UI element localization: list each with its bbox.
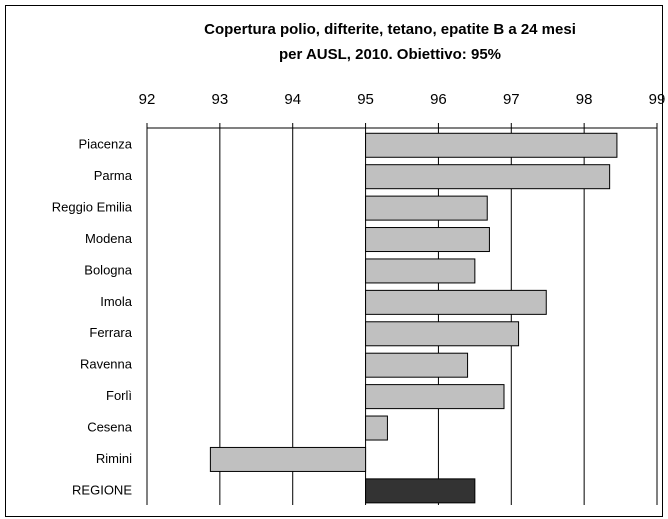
x-tick-label: 92 <box>139 91 156 108</box>
y-tick-label: Piacenza <box>79 137 133 152</box>
y-tick-label: Forlì <box>106 388 132 403</box>
chart-title: per AUSL, 2010. Obiettivo: 95% <box>279 46 501 63</box>
bar <box>365 195 488 221</box>
bar <box>209 446 367 472</box>
bar <box>365 258 476 284</box>
bar <box>365 132 618 158</box>
x-tick-label: 94 <box>284 91 301 108</box>
y-tick-label: Bologna <box>84 262 132 277</box>
x-tick-label: 95 <box>357 91 374 108</box>
x-tick-label: 93 <box>212 91 229 108</box>
y-tick-label: Imola <box>100 294 133 309</box>
y-tick-label: Rimini <box>96 451 132 466</box>
y-tick-label: Cesena <box>87 419 133 434</box>
bar <box>365 321 520 347</box>
bar <box>365 289 547 315</box>
chart-title: Copertura polio, difterite, tetano, epat… <box>204 21 576 38</box>
x-tick-label: 96 <box>430 91 447 108</box>
bar <box>365 384 505 410</box>
bar <box>365 478 476 504</box>
y-tick-label: Parma <box>94 168 133 183</box>
x-tick-label: 99 <box>649 91 666 108</box>
bar <box>365 164 611 190</box>
chart-border <box>5 5 663 517</box>
bar <box>365 227 490 253</box>
bar <box>365 352 469 378</box>
y-tick-label: Modena <box>85 231 133 246</box>
y-tick-label: Reggio Emilia <box>52 200 133 215</box>
x-tick-label: 98 <box>576 91 593 108</box>
y-tick-label: Ravenna <box>80 357 133 372</box>
y-tick-label: REGIONE <box>72 482 132 497</box>
bar <box>365 415 388 441</box>
y-tick-label: Ferrara <box>89 325 132 340</box>
x-tick-label: 97 <box>503 91 520 108</box>
